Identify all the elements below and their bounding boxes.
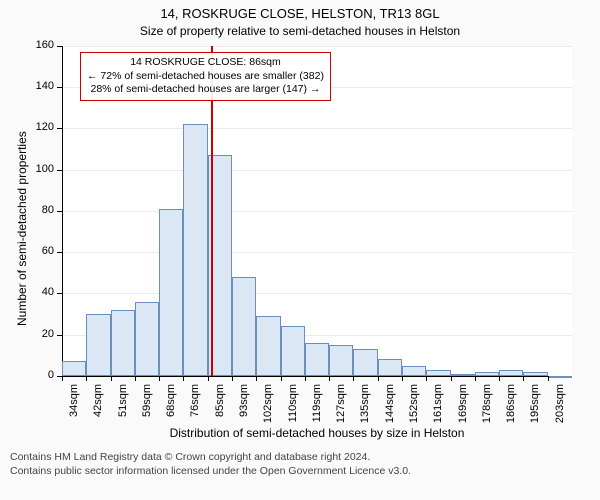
x-tick	[451, 376, 452, 381]
x-tick	[281, 376, 282, 381]
footer-line-2: Contains public sector information licen…	[10, 464, 590, 478]
histogram-bar	[353, 349, 377, 376]
x-tick-label: 161sqm	[432, 384, 444, 424]
page-title: 14, ROSKRUGE CLOSE, HELSTON, TR13 8GL	[0, 6, 600, 23]
x-tick-label: 127sqm	[335, 384, 347, 424]
x-tick-label: 68sqm	[165, 384, 177, 424]
y-tick-label: 0	[0, 369, 54, 381]
callout-line-2: ← 72% of semi-detached houses are smalle…	[87, 70, 324, 84]
histogram-bar	[499, 370, 523, 376]
x-tick	[353, 376, 354, 381]
page-subtitle: Size of property relative to semi-detach…	[0, 24, 600, 38]
histogram-bar	[378, 359, 402, 376]
histogram-bar	[159, 209, 183, 376]
x-tick-label: 144sqm	[384, 384, 396, 424]
x-tick-label: 186sqm	[505, 384, 517, 424]
histogram-bar	[135, 302, 159, 376]
histogram-bar	[426, 370, 450, 376]
x-tick	[135, 376, 136, 381]
histogram-bar	[329, 345, 353, 376]
x-tick	[329, 376, 330, 381]
callout-box: 14 ROSKRUGE CLOSE: 86sqm← 72% of semi-de…	[80, 52, 331, 101]
x-tick-label: 51sqm	[117, 384, 129, 424]
x-tick	[208, 376, 209, 381]
histogram-bar	[62, 361, 86, 375]
x-tick	[426, 376, 427, 381]
histogram-bar	[232, 277, 256, 376]
x-tick	[256, 376, 257, 381]
x-tick	[232, 376, 233, 381]
x-tick-label: 135sqm	[359, 384, 371, 424]
histogram-bar	[475, 372, 499, 376]
gridline	[62, 252, 572, 253]
x-tick-label: 110sqm	[287, 384, 299, 424]
x-tick	[499, 376, 500, 381]
x-tick-label: 203sqm	[554, 384, 566, 424]
gridline	[62, 128, 572, 129]
x-tick	[111, 376, 112, 381]
histogram-bar	[402, 366, 426, 376]
y-axis-label: Number of semi-detached properties	[15, 56, 29, 326]
x-tick	[305, 376, 306, 381]
callout-line-1: 14 ROSKRUGE CLOSE: 86sqm	[87, 56, 324, 70]
y-tick-label: 20	[0, 328, 54, 340]
histogram-bar	[256, 316, 280, 376]
histogram-bar	[111, 310, 135, 376]
footer-line-1: Contains HM Land Registry data © Crown c…	[10, 450, 590, 464]
x-tick	[523, 376, 524, 381]
x-tick-label: 85sqm	[214, 384, 226, 424]
x-tick-label: 169sqm	[457, 384, 469, 424]
x-tick	[548, 376, 549, 381]
y-axis	[62, 46, 63, 376]
histogram-bar	[548, 376, 572, 378]
x-tick	[402, 376, 403, 381]
x-tick-label: 102sqm	[262, 384, 274, 424]
x-tick-label: 42sqm	[92, 384, 104, 424]
callout-line-3: 28% of semi-detached houses are larger (…	[87, 83, 324, 97]
gridline	[62, 293, 572, 294]
gridline	[62, 46, 572, 47]
x-tick-label: 59sqm	[141, 384, 153, 424]
x-tick	[183, 376, 184, 381]
x-tick-label: 152sqm	[408, 384, 420, 424]
gridline	[62, 211, 572, 212]
gridline	[62, 170, 572, 171]
x-tick	[86, 376, 87, 381]
x-tick-label: 34sqm	[68, 384, 80, 424]
x-tick	[475, 376, 476, 381]
histogram-bar	[281, 326, 305, 376]
histogram-bar	[523, 372, 547, 376]
histogram-chart: 02040608010012014016034sqm42sqm51sqm59sq…	[0, 38, 600, 444]
x-tick-label: 93sqm	[238, 384, 250, 424]
x-tick-label: 195sqm	[529, 384, 541, 424]
x-tick	[159, 376, 160, 381]
histogram-bar	[86, 314, 110, 376]
histogram-bar	[183, 124, 207, 376]
histogram-bar	[305, 343, 329, 376]
y-tick-label: 160	[0, 39, 54, 51]
x-tick-label: 178sqm	[481, 384, 493, 424]
x-tick	[378, 376, 379, 381]
x-tick-label: 76sqm	[189, 384, 201, 424]
x-tick	[62, 376, 63, 381]
x-axis-label: Distribution of semi-detached houses by …	[62, 426, 572, 440]
footer-attribution: Contains HM Land Registry data © Crown c…	[0, 444, 600, 478]
x-axis	[62, 376, 572, 377]
histogram-bar	[451, 374, 475, 376]
x-tick-label: 119sqm	[311, 384, 323, 424]
